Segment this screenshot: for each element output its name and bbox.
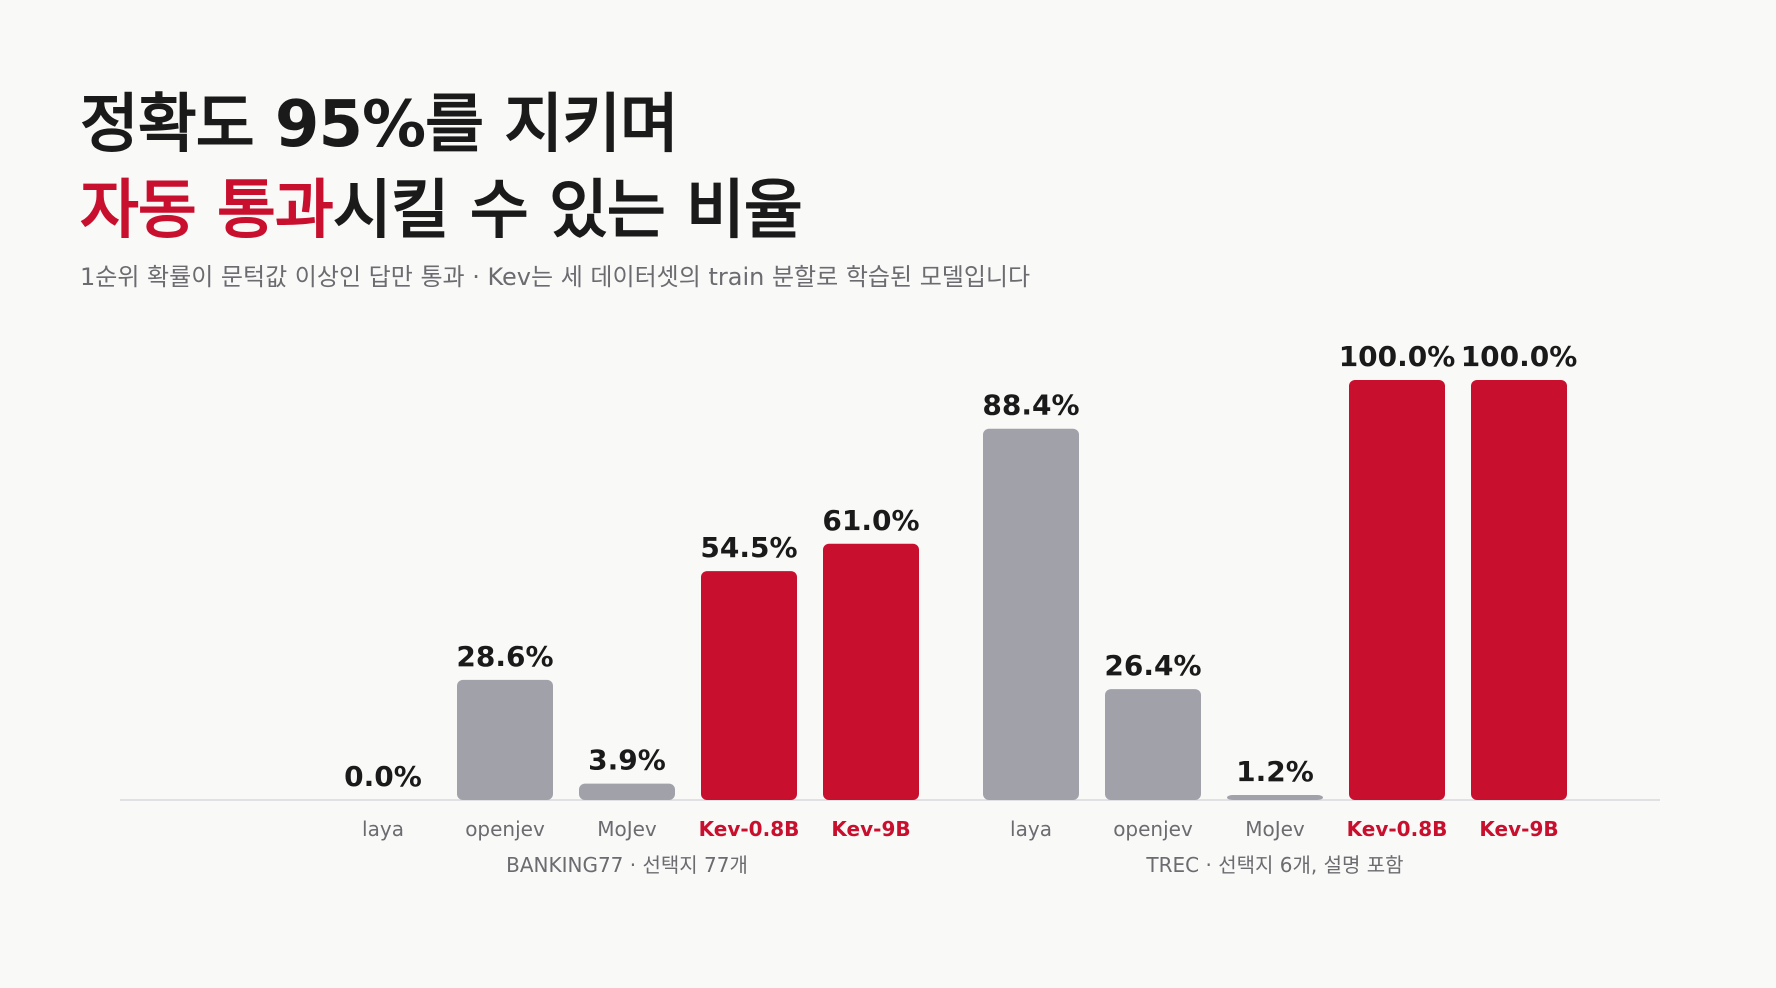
data-label-1-2: 1.2% bbox=[1236, 755, 1314, 788]
x-tick-0-4: Kev-9B bbox=[831, 817, 910, 841]
title-accent: 자동 통과 bbox=[80, 174, 334, 248]
x-tick-0-3: Kev-0.8B bbox=[699, 817, 800, 841]
group-label-0: BANKING77 · 선택지 77개 bbox=[506, 853, 748, 877]
bar-0-1 bbox=[457, 679, 553, 800]
bar-1-3 bbox=[1349, 380, 1445, 800]
x-tick-1-4: Kev-9B bbox=[1479, 817, 1558, 841]
group-label-1: TREC · 선택지 6개, 설명 포함 bbox=[1145, 853, 1403, 877]
data-label-1-1: 26.4% bbox=[1104, 649, 1201, 682]
bar-1-0 bbox=[983, 428, 1079, 800]
data-label-1-4: 100.0% bbox=[1461, 340, 1578, 373]
x-tick-1-2: MoJev bbox=[1245, 817, 1305, 841]
bar-1-1 bbox=[1105, 689, 1201, 800]
x-tick-0-1: openjev bbox=[465, 817, 545, 841]
bar-0-2 bbox=[579, 783, 675, 800]
bar-1-4 bbox=[1471, 380, 1567, 800]
bar-0-3 bbox=[701, 571, 797, 800]
data-label-1-0: 88.4% bbox=[982, 389, 1079, 422]
x-tick-1-0: laya bbox=[1010, 817, 1052, 841]
x-tick-0-2: MoJev bbox=[597, 817, 657, 841]
data-label-0-0: 0.0% bbox=[344, 760, 422, 793]
x-tick-1-3: Kev-0.8B bbox=[1347, 817, 1448, 841]
data-label-1-3: 100.0% bbox=[1339, 340, 1456, 373]
bar-1-2 bbox=[1227, 794, 1323, 800]
title-line-2: 시킬 수 있는 비율 bbox=[332, 174, 803, 248]
data-label-0-3: 54.5% bbox=[700, 531, 797, 564]
data-label-0-4: 61.0% bbox=[822, 504, 919, 537]
x-tick-1-1: openjev bbox=[1113, 817, 1193, 841]
title-line-1: 정확도 95%를 지키며 bbox=[80, 88, 679, 162]
data-label-0-2: 3.9% bbox=[588, 744, 666, 777]
x-tick-0-0: laya bbox=[362, 817, 404, 841]
page-subtitle: 1순위 확률이 문턱값 이상인 답만 통과 · Kev는 세 데이터셋의 tra… bbox=[80, 263, 1031, 291]
data-label-0-1: 28.6% bbox=[456, 640, 553, 673]
bar-0-4 bbox=[823, 543, 919, 800]
